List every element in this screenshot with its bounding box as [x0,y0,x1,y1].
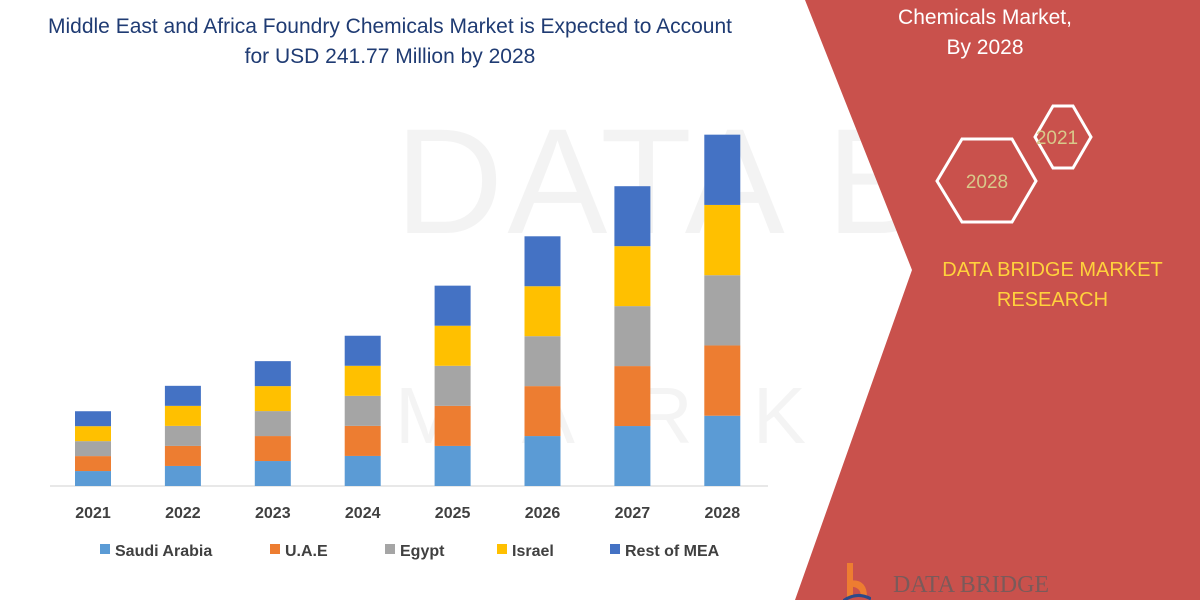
bar-segment-u-a-e-2022 [164,445,201,466]
hex-label-2028: 2028 [966,172,1008,193]
panel-line-1: Chemicals Market, [898,6,1072,29]
bar-segment-saudi-arabia-2022 [164,465,201,486]
bar-segment-u-a-e-2026 [524,386,561,437]
bar-segment-egypt-2028 [704,275,741,346]
legend-label: Israel [512,543,554,560]
bar-segment-israel-2022 [164,405,201,426]
brand-text: DATA BRIDGE MARKET RESEARCH [942,259,1163,311]
bar-segment-u-a-e-2023 [254,436,291,462]
hexagon-icons: 2021 2028 [935,104,1093,224]
bar-segment-rest-of-mea-2027 [614,186,651,247]
x-tick-label: 2024 [345,505,381,522]
legend-item: Israel [497,543,554,560]
bar-segment-u-a-e-2025 [434,405,471,446]
logo-b-icon [843,563,871,600]
legend-item: Rest of MEA [610,543,720,560]
legend-label: Saudi Arabia [115,543,212,560]
hexagon-2028-icon [935,137,1038,224]
bar-segment-egypt-2026 [524,336,561,387]
bar-segment-egypt-2025 [434,365,471,406]
legend-item: Egypt [385,543,445,560]
legend-swatch [270,544,280,554]
x-tick-label: 2026 [525,505,561,522]
x-tick-label: 2021 [75,505,111,522]
x-tick-label: 2023 [255,505,291,522]
legend-label: Rest of MEA [625,543,720,560]
bar-segment-u-a-e-2028 [704,345,741,416]
bar-segment-rest-of-mea-2021 [75,411,111,427]
bar-segment-rest-of-mea-2022 [164,385,201,406]
hexagon-2021-icon [1033,104,1093,170]
bar-segment-saudi-arabia-2021 [75,471,111,486]
bar-segment-u-a-e-2024 [344,425,381,456]
bar-segment-israel-2028 [704,204,741,276]
bar-segment-israel-2023 [254,386,291,412]
legend-swatch [385,544,395,554]
bar-segment-israel-2027 [614,246,651,307]
hex-label-2021: 2021 [1036,128,1078,149]
legend-label: Egypt [400,543,445,560]
bar-segment-egypt-2024 [344,395,381,426]
legend-label: U.A.E [285,543,328,560]
bar-segment-saudi-arabia-2026 [524,436,561,486]
bar-segment-rest-of-mea-2024 [344,335,381,366]
legend-item: U.A.E [270,543,328,560]
bar-segment-israel-2021 [75,426,111,442]
legend-swatch [497,544,507,554]
legend-swatch [610,544,620,554]
bar-segment-u-a-e-2021 [75,456,111,472]
x-tick-label: 2022 [165,505,201,522]
bar-segment-egypt-2021 [75,441,111,457]
x-tick-label: 2028 [705,505,741,522]
bar-segment-rest-of-mea-2028 [704,134,741,205]
bar-segment-saudi-arabia-2025 [434,445,471,486]
x-tick-label: 2025 [435,505,471,522]
bar-segment-egypt-2022 [164,425,201,446]
bar-segment-u-a-e-2027 [614,366,651,427]
bar-segment-egypt-2027 [614,306,651,367]
bar-segment-israel-2026 [524,286,561,337]
bar-segment-israel-2025 [434,325,471,366]
legend-swatch [100,544,110,554]
logo-text: DATA BRIDGE [893,572,1050,598]
bar-segment-saudi-arabia-2027 [614,426,651,486]
bar-segment-saudi-arabia-2028 [704,415,741,486]
bar-segment-saudi-arabia-2024 [344,455,381,486]
bar-segment-rest-of-mea-2026 [524,236,561,287]
bar-segment-rest-of-mea-2025 [434,285,471,326]
legend-item: Saudi Arabia [100,543,212,560]
bar-segment-israel-2024 [344,365,381,396]
bar-segment-egypt-2023 [254,411,291,437]
page-title: Middle East and Africa Foundry Chemicals… [48,15,732,68]
panel-line-2: By 2028 [946,36,1024,59]
x-tick-label: 2027 [615,505,651,522]
stacked-bar-chart: 2021 2022 2023 2024 2025 2026 2027 2028 Saudi A… [50,134,768,560]
bar-segment-rest-of-mea-2023 [254,361,291,387]
bar-segment-saudi-arabia-2023 [254,461,291,486]
